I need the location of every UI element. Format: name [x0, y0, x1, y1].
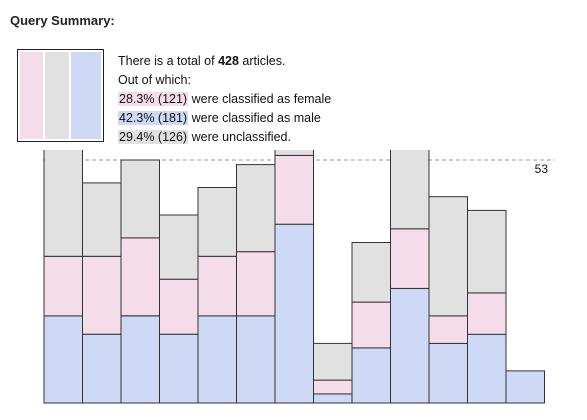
- bar-4-unclassified-segment: [159, 214, 199, 280]
- male-description: were classified as male: [191, 111, 321, 125]
- summary-male-line: 42.3% (181) were classified as male: [118, 109, 331, 128]
- bar-1-unclassified-segment: [43, 150, 83, 257]
- summary-female-line: 28.3% (121) were classified as female: [118, 90, 331, 109]
- bar-8-female-segment: [313, 379, 353, 395]
- max-value-label: 53: [535, 162, 549, 176]
- bar-2-unclassified-segment: [82, 182, 122, 257]
- bar-10-female-segment: [390, 228, 430, 289]
- bar-10-unclassified-segment: [390, 150, 430, 230]
- bar-10-male-segment: [390, 287, 430, 404]
- unclassified-description: were unclassified.: [191, 130, 291, 144]
- summary-text: There is a total of 428 articles. Out of…: [118, 52, 331, 147]
- bar-4-male-segment: [159, 333, 199, 404]
- bar-11-unclassified-segment: [428, 196, 468, 317]
- bar-3-female-segment: [120, 237, 160, 317]
- female-swatch: [20, 52, 43, 139]
- bar-13-male-segment: [505, 370, 545, 404]
- stacked-bar-chart: 53: [43, 150, 555, 404]
- bar-6-female-segment: [236, 251, 276, 317]
- bar-12-male-segment: [467, 333, 507, 404]
- bar-1-female-segment: [43, 255, 83, 317]
- bar-12-unclassified-segment: [467, 209, 507, 294]
- bar-group: [43, 150, 545, 404]
- bar-12-female-segment: [467, 292, 507, 335]
- bar-2-male-segment: [82, 333, 122, 404]
- bar-7-unclassified-segment: [274, 150, 314, 156]
- bar-7-female-segment: [274, 154, 314, 225]
- bar-7-male-segment: [274, 223, 314, 404]
- page-title: Query Summary:: [10, 13, 115, 28]
- bar-9-female-segment: [351, 301, 391, 349]
- bar-4-female-segment: [159, 278, 199, 335]
- bar-11-female-segment: [428, 315, 468, 344]
- bar-5-female-segment: [197, 255, 237, 317]
- summary-total-line: There is a total of 428 articles.: [118, 52, 331, 71]
- gender-legend-box: [17, 49, 104, 142]
- bar-11-male-segment: [428, 342, 468, 404]
- summary-total-count: 428: [218, 54, 239, 68]
- bar-6-male-segment: [236, 315, 276, 404]
- unclassified-swatch: [45, 52, 69, 139]
- female-description: were classified as female: [191, 92, 332, 106]
- summary-intro-suffix: articles.: [242, 54, 286, 68]
- summary-unclassified-line: 29.4% (126) were unclassified.: [118, 128, 331, 147]
- bar-8-unclassified-segment: [313, 342, 353, 381]
- bar-9-male-segment: [351, 347, 391, 404]
- summary-out-of-which: Out of which:: [118, 73, 191, 87]
- bar-8-male-segment: [313, 393, 353, 404]
- bar-3-unclassified-segment: [120, 159, 160, 239]
- bar-5-unclassified-segment: [197, 187, 237, 257]
- bar-3-male-segment: [120, 315, 160, 404]
- bar-9-unclassified-segment: [351, 242, 391, 303]
- male-swatch: [71, 52, 101, 139]
- male-percentage: 42.3% (181): [118, 111, 189, 125]
- bar-1-male-segment: [43, 315, 83, 404]
- summary-intro-prefix: There is a total of: [118, 54, 215, 68]
- bar-5-male-segment: [197, 315, 237, 404]
- female-percentage: 28.3% (121): [118, 92, 189, 106]
- bar-2-female-segment: [82, 255, 122, 335]
- bar-6-unclassified-segment: [236, 164, 276, 253]
- unclassified-percentage: 29.4% (126): [118, 130, 189, 144]
